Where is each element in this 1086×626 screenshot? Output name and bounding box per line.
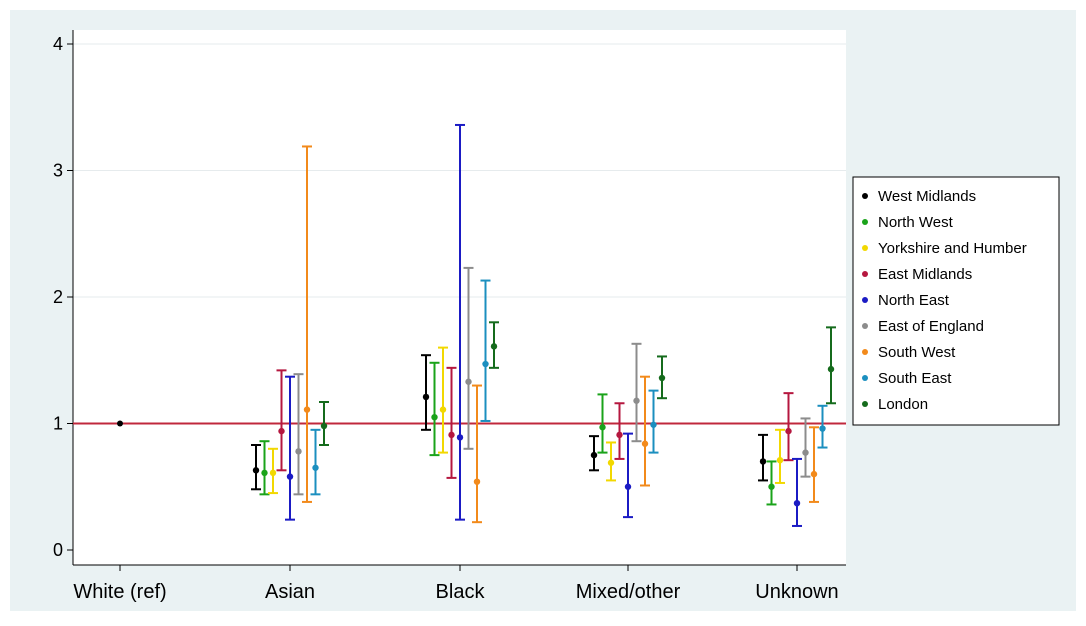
legend-label: North East xyxy=(878,292,950,309)
data-point xyxy=(768,483,775,490)
data-point xyxy=(465,378,472,385)
legend-marker xyxy=(862,271,868,277)
data-point xyxy=(590,451,598,459)
data-point xyxy=(286,473,294,480)
data-point xyxy=(278,427,285,435)
data-point xyxy=(785,427,792,435)
data-point xyxy=(776,456,784,464)
x-tick-label: Asian xyxy=(265,581,315,603)
data-point xyxy=(607,459,615,466)
data-point xyxy=(490,343,498,350)
data-point xyxy=(759,458,767,465)
y-tick-label: 3 xyxy=(53,161,63,181)
data-point xyxy=(810,470,818,478)
legend-marker xyxy=(862,349,868,355)
data-point xyxy=(599,424,606,431)
legend-marker xyxy=(862,297,868,303)
y-tick-label: 1 xyxy=(53,414,63,434)
data-point xyxy=(633,397,640,404)
data-point xyxy=(819,425,826,432)
legend-label: Yorkshire and Humber xyxy=(878,240,1027,257)
data-point xyxy=(802,449,809,456)
data-point xyxy=(473,478,481,485)
legend-marker xyxy=(862,245,868,251)
data-point xyxy=(624,483,632,490)
legend-label: South West xyxy=(878,344,956,361)
y-tick-label: 2 xyxy=(53,287,63,307)
legend-marker xyxy=(862,193,868,199)
legend-marker xyxy=(862,323,868,329)
legend-marker xyxy=(862,401,868,407)
data-point xyxy=(616,431,623,439)
data-point xyxy=(312,464,319,471)
legend-label: West Midlands xyxy=(878,188,976,205)
x-tick-label: Unknown xyxy=(755,581,838,603)
legend-label: East Midlands xyxy=(878,266,972,283)
data-point xyxy=(827,365,835,373)
data-point xyxy=(650,421,657,428)
data-point xyxy=(320,422,328,430)
legend-label: North West xyxy=(878,214,954,231)
data-point xyxy=(252,467,260,474)
reference-point xyxy=(117,420,123,427)
data-point xyxy=(658,374,666,382)
legend-box xyxy=(852,176,1060,426)
x-tick-label: Mixed/other xyxy=(576,581,681,603)
data-point xyxy=(456,434,464,441)
data-point xyxy=(261,469,268,477)
y-tick-label: 0 xyxy=(53,540,63,560)
legend-label: London xyxy=(878,396,928,413)
x-tick-label: Black xyxy=(436,581,486,603)
data-point xyxy=(641,440,649,447)
legend-marker xyxy=(862,219,868,225)
data-point xyxy=(303,406,311,413)
legend-marker xyxy=(862,375,868,381)
legend-label: South East xyxy=(878,370,952,387)
data-point xyxy=(439,406,447,413)
data-point xyxy=(793,499,801,507)
data-point xyxy=(295,448,302,455)
data-point xyxy=(482,360,489,368)
data-point xyxy=(431,413,438,421)
x-tick-label: White (ref) xyxy=(73,581,166,603)
data-point xyxy=(269,469,277,477)
data-point xyxy=(448,431,455,439)
y-tick-label: 4 xyxy=(53,34,63,54)
data-point xyxy=(422,393,430,401)
legend-label: East of England xyxy=(878,318,984,335)
